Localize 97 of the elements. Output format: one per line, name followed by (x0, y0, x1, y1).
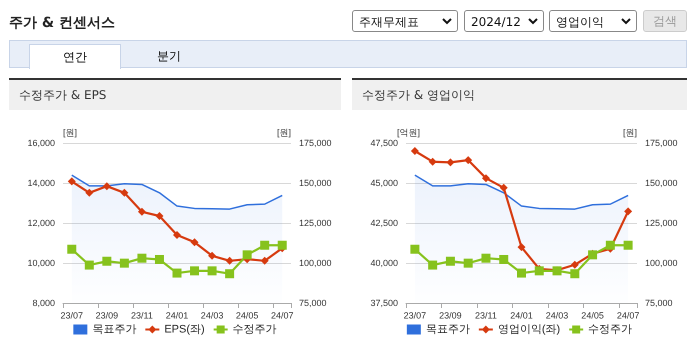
y-tick-label: 12,000 (27, 218, 55, 228)
point (499, 254, 508, 264)
y-axis-title: [억원] (396, 128, 420, 138)
text: 2024/12 (464, 10, 544, 32)
point (517, 268, 526, 278)
y2-tick-label: 150,000 (299, 178, 332, 188)
point (138, 208, 146, 216)
y-tick-label: 37,500 (370, 298, 398, 308)
point (260, 240, 270, 250)
point (190, 238, 199, 246)
y2-tick-label: 100,000 (645, 258, 678, 268)
point (428, 260, 438, 270)
point (464, 156, 472, 164)
y-tick-label: 14,000 (27, 178, 55, 188)
text: 연간 (29, 44, 121, 69)
point (624, 207, 632, 216)
point (500, 184, 508, 192)
y2-tick-label: 125,000 (299, 218, 332, 228)
point (172, 268, 182, 278)
point (190, 266, 200, 276)
point (606, 240, 615, 250)
point (446, 158, 454, 166)
x-tick-label: 23/07 (60, 310, 84, 320)
point (84, 260, 94, 270)
y2-axis-title: [원] (277, 128, 292, 138)
point (410, 147, 419, 155)
point (518, 243, 526, 252)
legend-label: EPS(좌) (164, 324, 205, 336)
y-tick-label: 8,000 (32, 298, 55, 308)
text: 주가 & 컨센서스 (9, 14, 115, 32)
point (464, 258, 473, 268)
point (446, 256, 455, 266)
x-tick-label: 24/05 (236, 310, 258, 320)
text: 검색 (643, 10, 687, 32)
point (242, 250, 252, 260)
y2-tick-label: 175,000 (645, 138, 678, 148)
x-tick-label: 23/09 (439, 310, 462, 320)
text: 주재무제표 (352, 10, 458, 32)
point (428, 158, 437, 166)
y2-axis-title: [원] (623, 128, 638, 138)
point (226, 256, 234, 265)
y-tick-label: 47,500 (370, 138, 398, 148)
y-tick-label: 10,000 (27, 258, 55, 268)
x-tick-label: 23/11 (130, 310, 153, 320)
point (570, 269, 580, 278)
point (570, 260, 579, 269)
point (278, 240, 287, 250)
point (208, 266, 217, 276)
point (260, 256, 269, 265)
chart-title: 수정주가 & 영업이익 (352, 80, 687, 110)
y2-tick-label: 150,000 (645, 178, 678, 188)
x-tick-label: 23/11 (475, 310, 497, 320)
point (85, 188, 94, 197)
point (534, 266, 544, 276)
x-tick-label: 24/07 (616, 310, 640, 320)
y2-tick-label: 100,000 (299, 258, 332, 268)
point (225, 269, 234, 278)
point (155, 212, 164, 220)
y-tick-label: 45,000 (370, 178, 398, 188)
chart-title: 수정주가 & EPS (9, 80, 341, 110)
point (67, 244, 76, 254)
y-tick-label: 16,000 (27, 138, 55, 148)
x-tick-label: 24/05 (581, 310, 604, 320)
legend-label: 목표주가 (92, 324, 136, 336)
y-tick-label: 42,500 (370, 218, 398, 228)
legend-label: 목표주가 (426, 324, 470, 336)
legend-label: 수정주가 (588, 324, 632, 336)
point (173, 231, 181, 239)
x-tick-label: 24/03 (200, 310, 224, 320)
y-tick-label: 40,000 (370, 258, 398, 268)
y-axis-title: [원] (62, 128, 77, 138)
point (208, 252, 216, 260)
x-tick-label: 24/01 (166, 310, 188, 320)
x-tick-label: 23/07 (404, 310, 426, 320)
y2-tick-label: 75,000 (299, 298, 327, 308)
legend-label: 영업이익(좌) (498, 324, 560, 336)
point (102, 256, 112, 266)
point (410, 244, 420, 254)
y2-tick-label: 125,000 (645, 218, 678, 228)
point (624, 240, 633, 250)
x-tick-label: 24/03 (546, 310, 568, 320)
point (102, 182, 111, 190)
text: 영업이익 (549, 10, 637, 32)
x-tick-label: 24/01 (510, 310, 533, 320)
legend-label: 수정주가 (232, 324, 277, 336)
x-tick-label: 23/09 (96, 310, 118, 320)
y2-tick-label: 175,000 (299, 138, 332, 148)
point (68, 177, 76, 186)
point (120, 258, 129, 268)
point (137, 254, 146, 263)
point (481, 254, 490, 263)
point (120, 188, 128, 197)
x-tick-label: 24/07 (270, 310, 294, 320)
point (154, 254, 164, 264)
text: 분기 (156, 48, 182, 65)
point (482, 174, 490, 182)
y2-tick-label: 75,000 (645, 298, 673, 308)
